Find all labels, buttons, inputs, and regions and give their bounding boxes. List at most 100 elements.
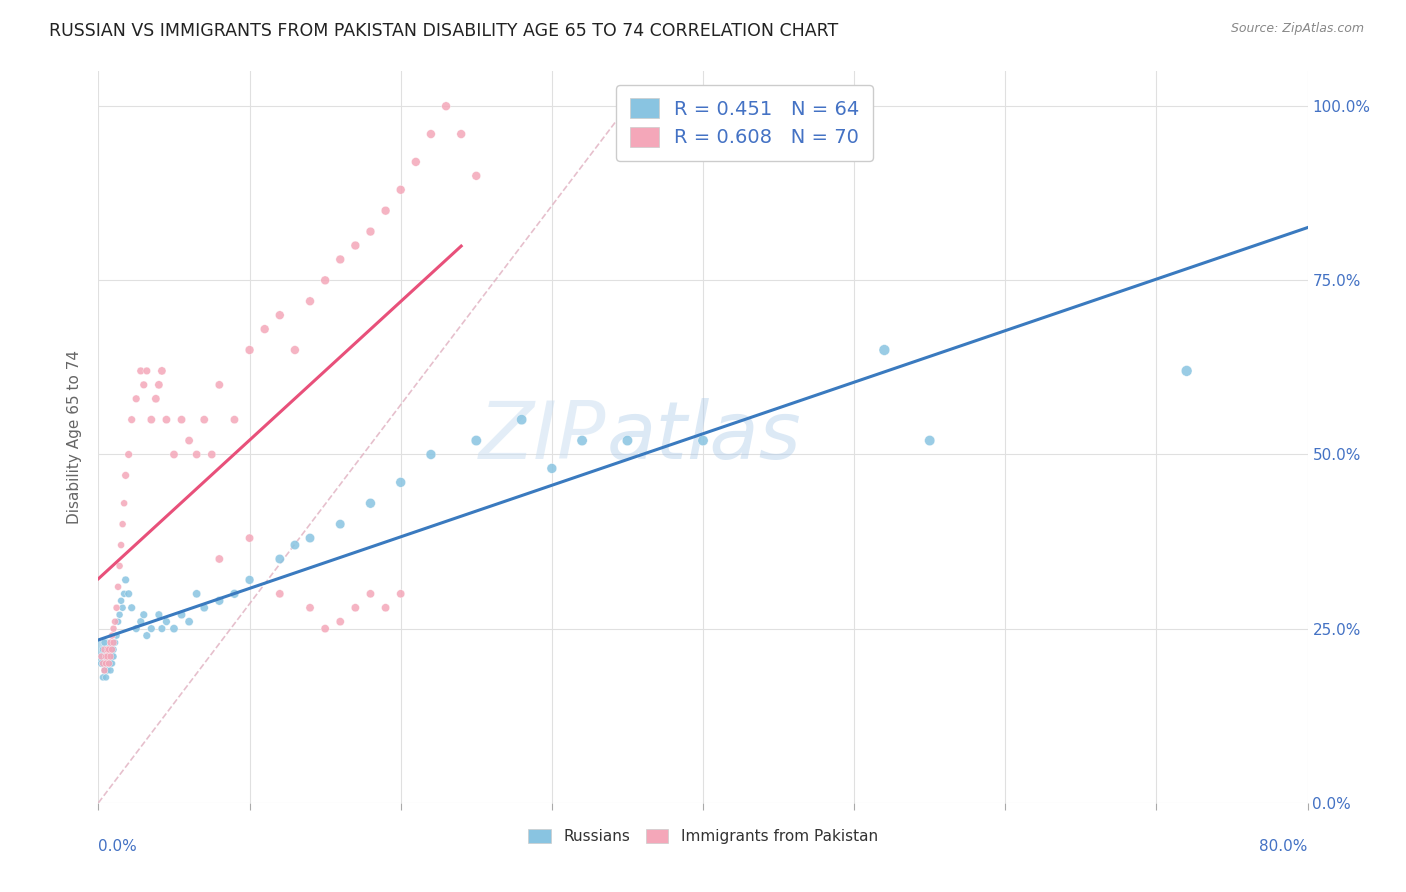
Point [132, 377, 155, 392]
Point [98, 657, 121, 671]
Legend: Russians, Immigrants from Pakistan: Russians, Immigrants from Pakistan [522, 822, 884, 850]
Point [179, 434, 201, 448]
Point [145, 392, 167, 406]
Point [163, 448, 186, 462]
Point [873, 343, 896, 357]
Point [510, 412, 533, 426]
Text: Source: ZipAtlas.com: Source: ZipAtlas.com [1230, 22, 1364, 36]
Point [389, 587, 412, 601]
Point [103, 642, 125, 657]
Point [94, 670, 117, 684]
Point [112, 496, 135, 510]
Point [224, 587, 246, 601]
Point [100, 657, 122, 671]
Point [299, 600, 322, 615]
Point [208, 552, 231, 566]
Text: 80.0%: 80.0% [1260, 839, 1308, 855]
Point [121, 600, 143, 615]
Point [239, 343, 262, 357]
Point [91, 642, 114, 657]
Point [91, 657, 114, 671]
Point [98, 649, 121, 664]
Point [170, 412, 193, 426]
Point [170, 607, 193, 622]
Point [208, 594, 231, 608]
Point [284, 343, 307, 357]
Point [114, 573, 136, 587]
Point [103, 649, 125, 664]
Point [329, 615, 352, 629]
Point [110, 538, 132, 552]
Point [129, 364, 152, 378]
Point [141, 622, 163, 636]
Point [360, 225, 382, 239]
Text: atlas: atlas [606, 398, 801, 476]
Point [112, 587, 135, 601]
Point [100, 635, 122, 649]
Point [90, 649, 112, 664]
Point [918, 434, 941, 448]
Point [132, 607, 155, 622]
Point [269, 552, 291, 566]
Point [571, 434, 593, 448]
Point [105, 600, 128, 615]
Point [93, 664, 115, 678]
Point [101, 642, 124, 657]
Point [450, 127, 472, 141]
Point [96, 649, 118, 664]
Point [135, 364, 157, 378]
Text: RUSSIAN VS IMMIGRANTS FROM PAKISTAN DISABILITY AGE 65 TO 74 CORRELATION CHART: RUSSIAN VS IMMIGRANTS FROM PAKISTAN DISA… [49, 22, 838, 40]
Point [465, 434, 488, 448]
Point [94, 657, 117, 671]
Point [155, 615, 177, 629]
Point [98, 642, 121, 657]
Point [360, 587, 382, 601]
Point [93, 649, 115, 664]
Point [135, 629, 157, 643]
Point [434, 99, 457, 113]
Point [90, 657, 112, 671]
Text: 0.0%: 0.0% [98, 839, 138, 855]
Point [94, 649, 117, 664]
Point [692, 434, 714, 448]
Point [121, 412, 143, 426]
Point [201, 448, 224, 462]
Point [420, 448, 443, 462]
Point [98, 657, 121, 671]
Point [101, 649, 124, 664]
Point [96, 642, 118, 657]
Point [107, 580, 129, 594]
Point [465, 169, 488, 183]
Point [107, 615, 129, 629]
Point [329, 252, 352, 267]
Point [104, 635, 127, 649]
Point [239, 573, 262, 587]
Point [101, 657, 124, 671]
Point [104, 615, 127, 629]
Point [114, 468, 136, 483]
Point [150, 364, 173, 378]
Point [93, 635, 115, 649]
Point [239, 531, 262, 545]
Point [101, 629, 124, 643]
Point [299, 531, 322, 545]
Point [186, 448, 208, 462]
Point [155, 412, 177, 426]
Point [111, 600, 134, 615]
Point [186, 587, 208, 601]
Point [148, 377, 170, 392]
Point [208, 377, 231, 392]
Text: ZIP: ZIP [479, 398, 606, 476]
Point [103, 622, 125, 636]
Point [108, 558, 131, 573]
Point [344, 600, 367, 615]
Point [94, 657, 117, 671]
Point [616, 434, 638, 448]
Point [100, 664, 122, 678]
Point [360, 496, 382, 510]
Point [1175, 364, 1198, 378]
Point [389, 183, 412, 197]
Y-axis label: Disability Age 65 to 74: Disability Age 65 to 74 [67, 350, 83, 524]
Point [150, 622, 173, 636]
Point [329, 517, 352, 532]
